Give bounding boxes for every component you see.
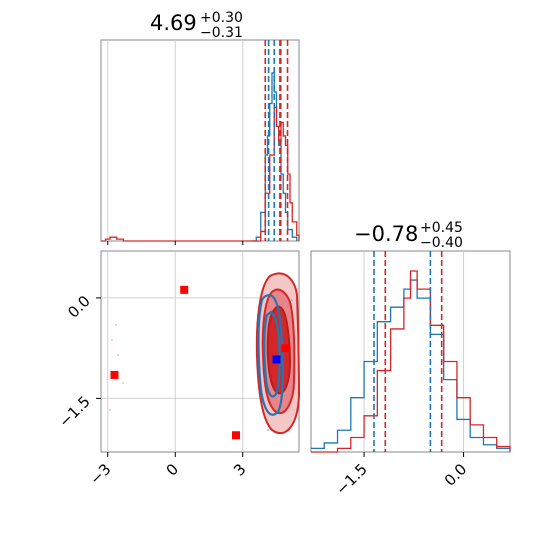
x-tick-labels: −3 0 3 (86, 452, 250, 488)
y-tick-label: −1.5 (55, 393, 93, 431)
quantile-lines (373, 251, 443, 452)
title-minus: −0.40 (420, 235, 463, 251)
grid-lines (363, 251, 465, 452)
x-tick-label: 0.0 (441, 460, 471, 490)
marker-square (281, 344, 290, 353)
y-tick-label: 0.0 (64, 292, 94, 322)
x-tick-label: −1.5 (332, 460, 370, 498)
marker-square (180, 285, 189, 294)
title-minus: −0.31 (200, 25, 243, 41)
joint-scatter-panel: −3 0 3 0.0 −1.5 (55, 250, 301, 488)
histogram-line (311, 279, 511, 452)
title-value: −0.78 (354, 222, 418, 246)
truth-markers (110, 285, 290, 440)
title-plus: +0.45 (420, 220, 463, 236)
grid-lines (107, 40, 244, 241)
contour-inner-blue (263, 310, 281, 398)
x-tick-label: 3 (230, 460, 249, 479)
sample-point (291, 299, 293, 301)
contour-outer-blue (257, 294, 284, 416)
x-tick-labels: −1.5 0.0 (332, 452, 470, 499)
marginal-histogram-param1: 4.69 +0.30 −0.31 (100, 10, 300, 245)
title-value: 4.69 (150, 11, 197, 35)
density-contours (255, 272, 301, 435)
axes-frame (310, 250, 511, 453)
marker-square (232, 431, 240, 440)
sample-point (111, 339, 113, 341)
histogram-line (311, 270, 511, 453)
histogram-steps (311, 270, 511, 453)
histogram-line (101, 106, 300, 242)
x-tick-label: 0 (163, 460, 182, 479)
marker-square (110, 370, 119, 379)
x-tick-label: −3 (86, 460, 114, 488)
sample-point (115, 324, 117, 326)
sample-point (267, 429, 269, 431)
sample-point (109, 409, 111, 411)
title-plus: +0.30 (200, 10, 243, 26)
quantile-lines (107, 40, 289, 245)
marginal-histogram-param2: −1.5 0.0 −0.78 +0.45 −0.40 (310, 220, 511, 499)
marker-square (272, 355, 281, 364)
faint-sample-points (109, 299, 293, 431)
sample-point (117, 354, 119, 356)
y-tick-labels: 0.0 −1.5 (55, 292, 101, 431)
sample-point (122, 382, 124, 384)
